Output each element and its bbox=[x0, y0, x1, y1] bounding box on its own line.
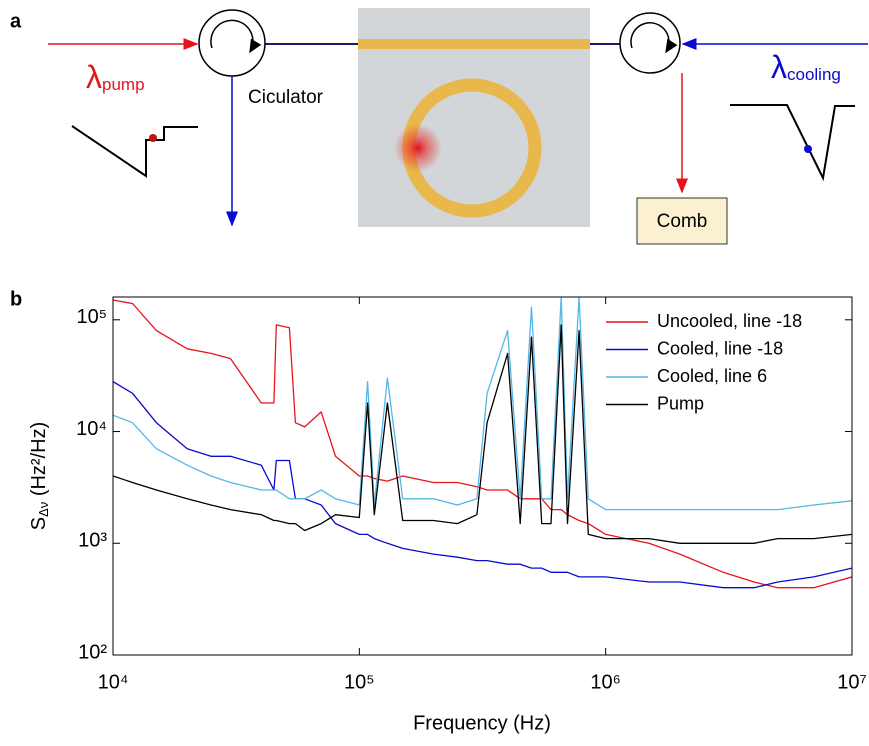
pump-detuning bbox=[71, 125, 198, 178]
y-axis-label: SΔν (Hz²/Hz) bbox=[28, 422, 51, 531]
x-tick-label: 10⁵ bbox=[344, 671, 375, 693]
legend-label: Cooled, line 6 bbox=[657, 366, 767, 386]
cooling-label: λcooling bbox=[771, 49, 841, 85]
axes-frame bbox=[112, 296, 853, 656]
series-line bbox=[113, 381, 852, 589]
hot-spot bbox=[394, 124, 442, 172]
cooling-point bbox=[804, 145, 812, 153]
pump-point bbox=[149, 134, 157, 142]
legend-label: Uncooled, line -18 bbox=[657, 311, 802, 331]
panel-label: b bbox=[10, 288, 22, 310]
legend-label: Cooled, line -18 bbox=[657, 338, 783, 358]
series-line bbox=[113, 297, 852, 511]
circulator-arrow bbox=[210, 19, 262, 54]
x-tick-label: 10⁷ bbox=[837, 671, 866, 693]
circulator bbox=[619, 12, 681, 74]
x-axis-label: Frequency (Hz) bbox=[413, 712, 551, 734]
circulator-arrow bbox=[630, 22, 678, 54]
comb-box bbox=[636, 197, 728, 245]
plot-lines bbox=[113, 297, 852, 589]
circulator-label: Ciculator bbox=[248, 87, 324, 108]
y-tick-label: 10² bbox=[78, 641, 107, 663]
series-line bbox=[113, 324, 852, 544]
comb-label: Comb bbox=[657, 211, 708, 232]
y-tick-label: 10³ bbox=[78, 530, 107, 552]
panel-label: a bbox=[10, 10, 22, 32]
x-tick-label: 10⁶ bbox=[590, 671, 620, 693]
y-tick-label: 10⁵ bbox=[76, 306, 107, 328]
chart: b Frequency (Hz) SΔν (Hz²/Hz) 10⁴ 10⁵ 10⁶ 1… bbox=[10, 288, 867, 734]
diagram: a Comb λpump λcooling Ciculator bbox=[10, 8, 868, 245]
y-tick-label: 10⁴ bbox=[76, 418, 107, 440]
cooling-detuning bbox=[730, 104, 855, 182]
x-tick-label: 10⁴ bbox=[98, 671, 129, 693]
pump-label: λpump bbox=[86, 59, 145, 95]
legend-label: Pump bbox=[657, 393, 704, 413]
